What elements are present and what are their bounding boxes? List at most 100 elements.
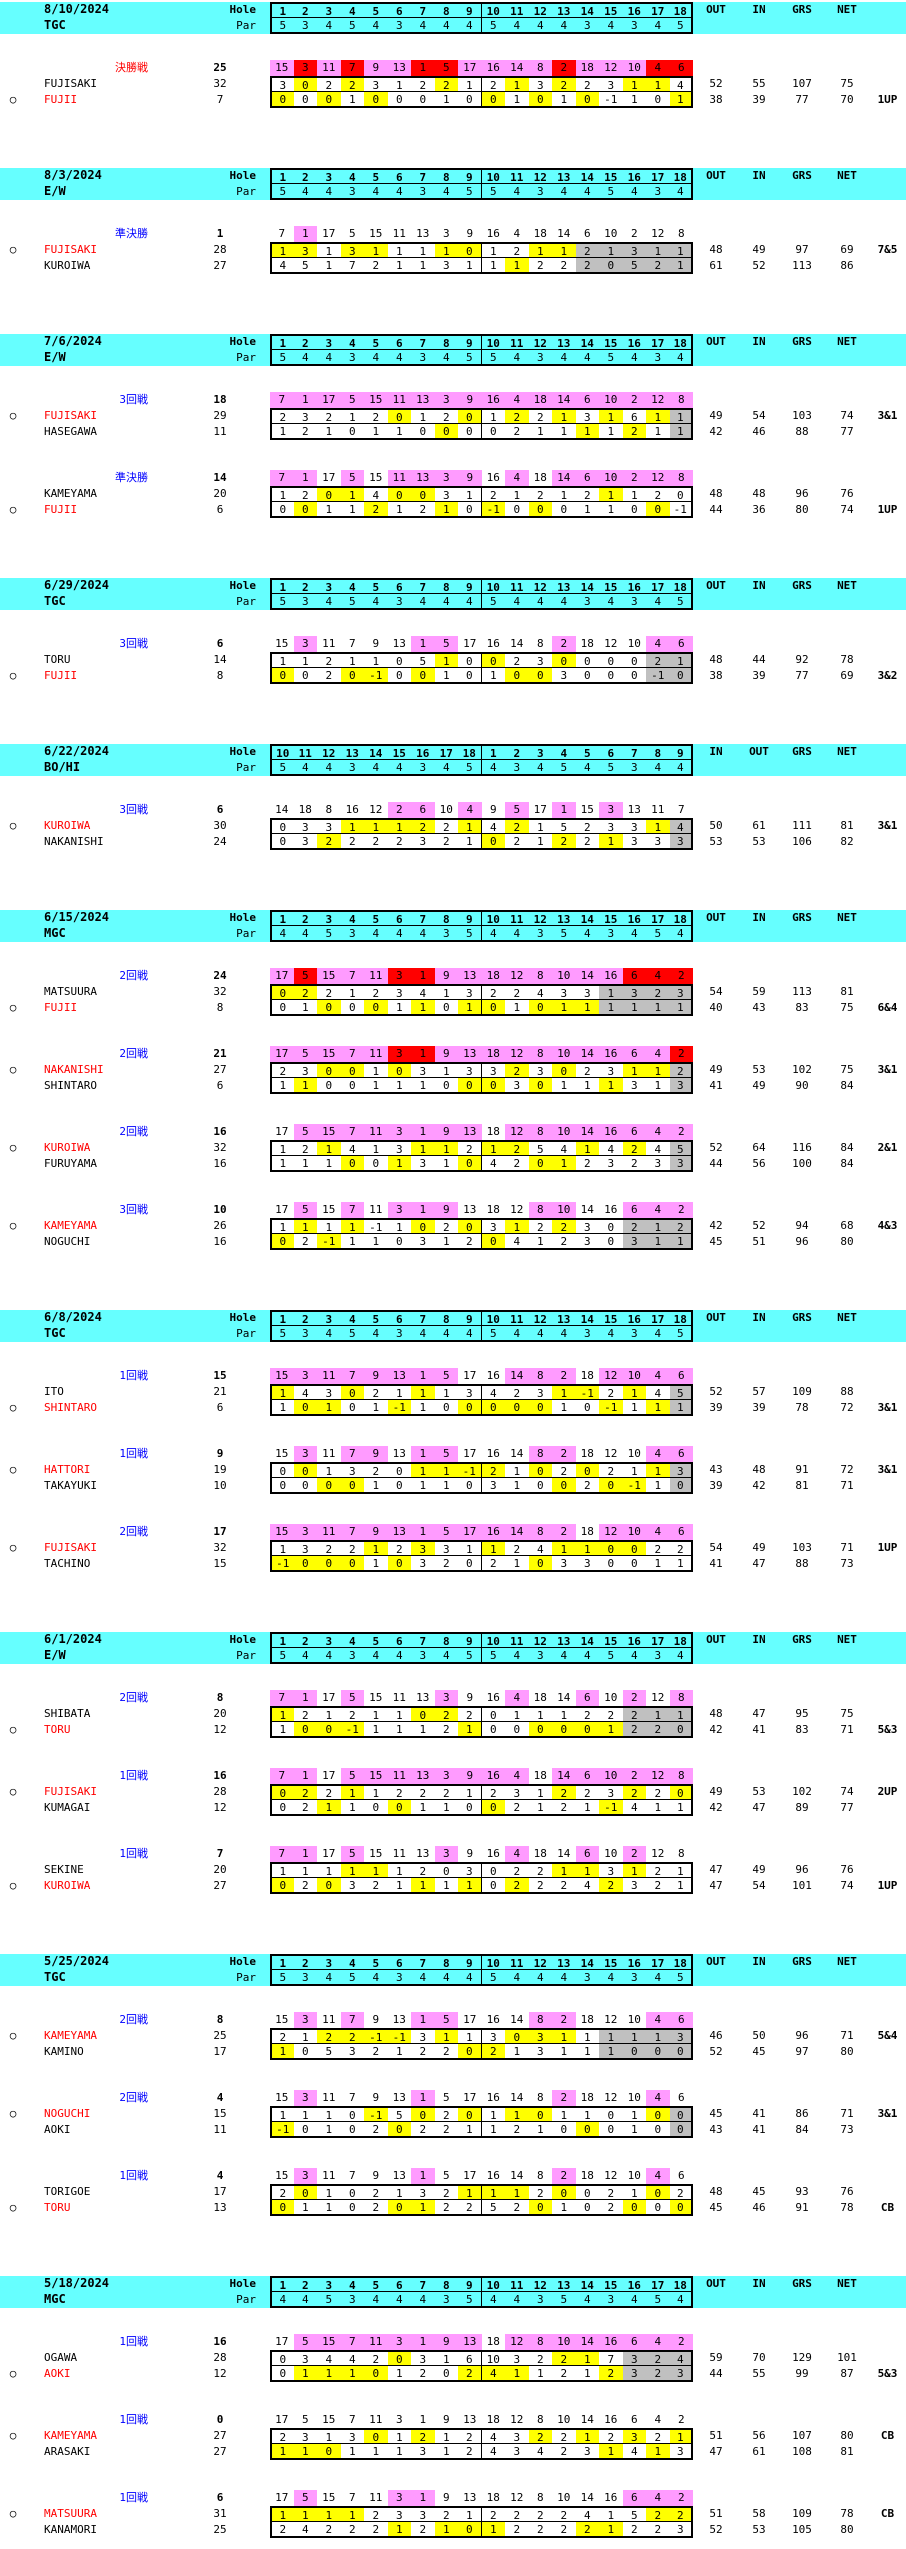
- score-cell: 0: [646, 2044, 670, 2060]
- score-cell: 1: [552, 2200, 576, 2216]
- stroke-index-cell: 10: [604, 1691, 618, 1704]
- par-label: Par: [236, 761, 256, 774]
- winner-mark: [0, 486, 26, 502]
- score-cell: 4: [481, 2366, 505, 2382]
- score-cell: 1: [599, 2044, 623, 2060]
- stroke-index-cell: 5: [293, 1046, 317, 1062]
- score-cell: 2: [293, 1800, 317, 1816]
- stroke-index-cell: 14: [505, 1368, 529, 1384]
- score-cell: 2: [434, 2044, 458, 2060]
- sum-value: 44: [709, 503, 723, 516]
- score-cell: 0: [528, 1556, 552, 1572]
- score-cell: 1: [458, 1540, 482, 1556]
- sum-value: 78: [795, 1401, 809, 1414]
- score-cell: 0: [434, 1862, 458, 1878]
- score-cell: 4: [646, 1140, 670, 1156]
- score-cell: 1: [552, 1078, 576, 1094]
- score-cell: 0: [270, 1000, 294, 1016]
- score-cell: 1: [270, 1156, 294, 1172]
- match-block: 1回戦 16 7 1 17 5 15 11 13 3 9 16 4 18 14 6 10 2 12 8 ○ FUJISAK…: [0, 1768, 906, 1816]
- player-handicap: 14: [213, 653, 227, 666]
- score-cell: 1: [599, 2522, 623, 2538]
- score-cell: 1: [552, 486, 576, 502]
- score-cell: 0: [599, 668, 623, 684]
- score-cell: 5: [622, 258, 646, 274]
- score-cell: 1: [575, 1078, 599, 1094]
- par-value: 4: [552, 1970, 576, 1986]
- score-cell: 2: [458, 2428, 482, 2444]
- score-cell: 0: [411, 424, 435, 440]
- stroke-index-cell: 15: [275, 2013, 289, 2026]
- stroke-index-cell: 7: [340, 2334, 364, 2350]
- score-cell: 2: [575, 242, 599, 258]
- par-value: 4: [505, 1648, 529, 1664]
- score-cell: 2: [599, 1462, 623, 1478]
- score-cell: 1: [669, 2428, 693, 2444]
- stroke-index-cell: 3: [387, 1046, 411, 1062]
- hole-number: 8: [434, 334, 458, 350]
- par-value: 3: [340, 184, 364, 200]
- score-cell: 1: [387, 502, 411, 518]
- hole-number: 16: [622, 2, 646, 18]
- par-value: 4: [669, 926, 693, 942]
- header-par-row: MGC Par 4 4 5 3 4 4 4 3 5 4 4 3 5 4 3 4 5 4: [0, 2292, 906, 2308]
- score-cell: 0: [669, 2122, 693, 2138]
- header-hole-row: 6/8/2024 Hole 1 2 3 4 5 6 7 8 9 10 11 12 13 14 15 16 17 18 O…: [0, 1310, 906, 1326]
- par-value: 5: [481, 350, 505, 366]
- score-cell: -1: [622, 1478, 646, 1494]
- hole-number: 15: [599, 1632, 623, 1648]
- score-cell: 2: [411, 1784, 435, 1800]
- score-cell: 0: [481, 424, 505, 440]
- stroke-index-cell: 3: [387, 1124, 411, 1140]
- score-cell: 1: [669, 424, 693, 440]
- score-cell: 7: [340, 258, 364, 274]
- course-code: TGC: [44, 594, 66, 608]
- match-day-section: 8/3/2024 Hole 1 2 3 4 5 6 7 8 9 10 11 12 13 14 15 16 17 18 O…: [0, 168, 906, 274]
- stroke-index-cell: 4: [654, 2413, 662, 2426]
- player-name: KUROIWA: [44, 259, 91, 272]
- section-header: 5/25/2024 Hole 1 2 3 4 5 6 7 8 9 10 11 12 13 14 15 16 17 18…: [0, 1954, 906, 1986]
- score-cell: 1: [387, 1000, 411, 1016]
- score-cell: 2: [387, 1540, 411, 1556]
- score-cell: 5: [669, 1140, 693, 1156]
- stroke-index-cell: 1: [411, 1124, 435, 1140]
- hole-number: 11: [505, 1632, 529, 1648]
- course-code: TGC: [44, 1970, 66, 1984]
- score-cell: 3: [528, 1062, 552, 1078]
- stroke-index-cell: 10: [557, 2491, 571, 2504]
- player-name: FUJII: [44, 503, 78, 516]
- score-cell: 0: [270, 92, 294, 108]
- stroke-index-cell: 6: [411, 802, 435, 818]
- score-cell: 3: [575, 1218, 599, 1234]
- player-handicap: 13: [213, 2201, 227, 2214]
- score-cell: 2: [646, 2522, 670, 2538]
- player-name: TACHINO: [44, 1557, 91, 1570]
- score-cell: 0: [270, 818, 294, 834]
- score-cell: 1: [622, 1400, 646, 1416]
- winner-mark: ○: [9, 243, 17, 256]
- score-cell: 0: [434, 424, 458, 440]
- par-value: 4: [411, 594, 435, 610]
- player-name: KAMEYAMA: [44, 2429, 97, 2442]
- stroke-index-cell: 12: [604, 2013, 618, 2026]
- score-cell: 0: [270, 668, 294, 684]
- hole-number: 4: [340, 2, 364, 18]
- stroke-index-cell: 12: [646, 1768, 670, 1784]
- stroke-index-cell: 4: [646, 636, 670, 652]
- winner-mark: ○: [9, 1463, 17, 1476]
- sum-value: 48: [709, 2185, 723, 2198]
- totals-label: IN: [752, 2277, 766, 2290]
- stroke-index-cell: 8: [669, 392, 693, 408]
- score-cell: 2: [505, 2200, 529, 2216]
- stroke-index-row: 1回戦 15 15 3 11 7 9 13 1 5 17 16 14 8 2 18 12 10 4 6: [0, 1368, 906, 1384]
- stroke-index-cell: 15: [364, 392, 388, 408]
- stroke-index-cell: 10: [627, 2013, 641, 2026]
- score-cell: 2: [317, 76, 341, 92]
- score-cell: 0: [340, 668, 364, 684]
- score-cell: 3: [528, 652, 552, 668]
- score-cell: 0: [387, 668, 411, 684]
- hole-number: 2: [293, 168, 317, 184]
- score-cell: 1: [646, 1478, 670, 1494]
- score-cell: 2: [575, 1478, 599, 1494]
- score-cell: 1: [411, 1078, 435, 1094]
